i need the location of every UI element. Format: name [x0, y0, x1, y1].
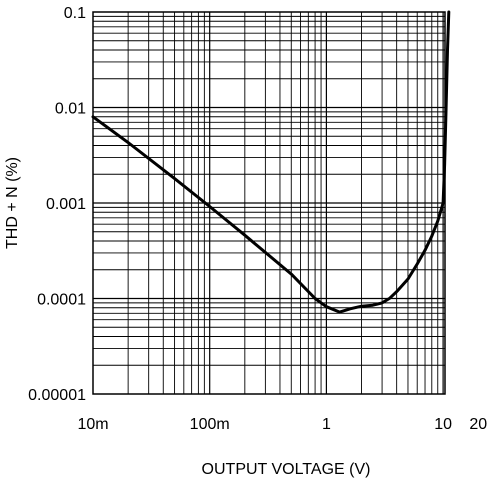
- x-tick-label: 10m: [77, 416, 108, 433]
- grid: [93, 12, 445, 394]
- x-tick-label: 20: [469, 416, 487, 433]
- y-tick-labels: 0.1 0.01 0.001 0.0001 0.00001: [28, 5, 86, 404]
- plot-frame: [92, 11, 446, 395]
- y-axis-label: THD + N (%): [4, 157, 21, 249]
- y-tick-label: 0.0001: [37, 292, 86, 309]
- x-axis-label: OUTPUT VOLTAGE (V): [202, 461, 371, 478]
- y-tick-label: 0.001: [46, 196, 86, 213]
- y-tick-label: 0.00001: [28, 387, 86, 404]
- x-tick-labels: 10m 100m 1 10 20: [77, 416, 487, 433]
- y-tick-label: 0.1: [64, 5, 86, 22]
- series-layer: [91, 10, 451, 314]
- y-tick-label: 0.01: [55, 101, 86, 118]
- series-line: [91, 10, 451, 314]
- x-tick-label: 100m: [190, 416, 230, 433]
- x-tick-label: 1: [322, 416, 331, 433]
- x-tick-label: 10: [434, 416, 452, 433]
